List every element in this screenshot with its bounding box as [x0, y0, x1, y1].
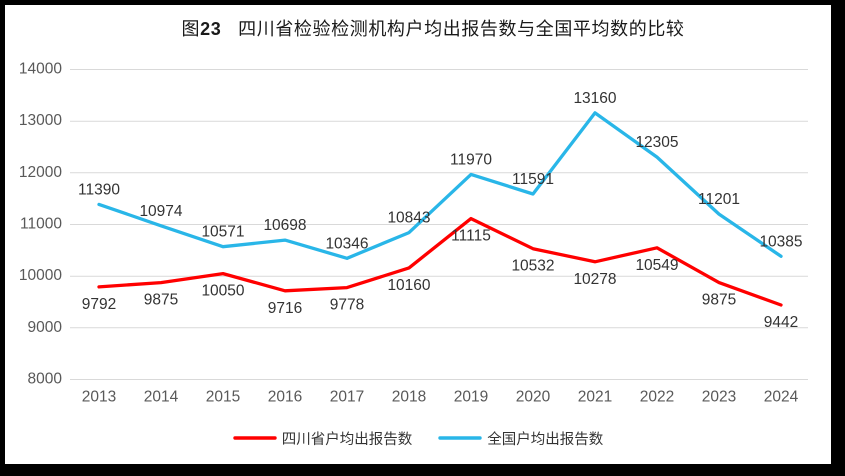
svg-text:12000: 12000 — [19, 164, 62, 181]
svg-text:9000: 9000 — [28, 319, 63, 336]
svg-text:9875: 9875 — [702, 292, 736, 309]
svg-text:9442: 9442 — [764, 314, 798, 331]
svg-text:10050: 10050 — [201, 283, 244, 300]
svg-text:10385: 10385 — [759, 233, 802, 250]
svg-text:10571: 10571 — [201, 224, 244, 241]
svg-text:10160: 10160 — [387, 277, 430, 294]
svg-text:10000: 10000 — [19, 267, 62, 284]
svg-text:11591: 11591 — [512, 171, 554, 188]
svg-text:11201: 11201 — [698, 191, 740, 208]
svg-text:9792: 9792 — [82, 296, 116, 313]
svg-text:10346: 10346 — [325, 235, 368, 252]
svg-text:2015: 2015 — [206, 389, 240, 406]
svg-text:2022: 2022 — [640, 389, 674, 406]
svg-text:2023: 2023 — [702, 389, 736, 406]
svg-text:2017: 2017 — [330, 389, 364, 406]
svg-text:9875: 9875 — [144, 292, 178, 309]
svg-text:10549: 10549 — [635, 257, 678, 274]
svg-text:10843: 10843 — [387, 210, 430, 227]
svg-text:2024: 2024 — [764, 389, 799, 406]
svg-text:2021: 2021 — [578, 389, 612, 406]
svg-text:8000: 8000 — [28, 371, 63, 388]
svg-text:9716: 9716 — [268, 300, 302, 317]
svg-text:13000: 13000 — [19, 112, 62, 129]
svg-text:11115: 11115 — [451, 228, 491, 245]
svg-text:2016: 2016 — [268, 389, 302, 406]
svg-text:11000: 11000 — [20, 216, 62, 233]
svg-text:9778: 9778 — [330, 297, 364, 314]
svg-text:10532: 10532 — [511, 258, 554, 275]
svg-text:2018: 2018 — [392, 389, 426, 406]
svg-text:12305: 12305 — [635, 134, 678, 151]
svg-text:10974: 10974 — [139, 203, 182, 220]
svg-text:11390: 11390 — [78, 181, 120, 198]
svg-text:11970: 11970 — [450, 151, 492, 168]
svg-text:13160: 13160 — [573, 90, 616, 107]
svg-text:14000: 14000 — [19, 61, 62, 78]
svg-text:10278: 10278 — [573, 271, 616, 288]
svg-text:2013: 2013 — [82, 389, 116, 406]
svg-text:10698: 10698 — [263, 217, 306, 234]
svg-text:2019: 2019 — [454, 389, 488, 406]
svg-text:2014: 2014 — [144, 389, 179, 406]
svg-text:2020: 2020 — [516, 389, 551, 406]
